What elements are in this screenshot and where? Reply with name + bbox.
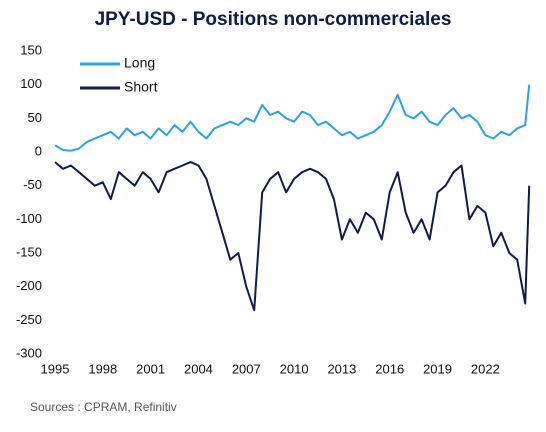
x-tick-label: 2010: [280, 361, 309, 376]
x-tick-label: 1995: [41, 361, 70, 376]
y-tick-label: -50: [23, 177, 42, 192]
y-tick-label: -100: [16, 211, 42, 226]
y-tick-label: 100: [20, 76, 42, 91]
series-line: [54, 161, 531, 312]
x-tick-label: 2013: [327, 361, 356, 376]
y-tick-label: 0: [35, 143, 42, 158]
x-tick-label: 2004: [184, 361, 213, 376]
x-tick-label: 2007: [232, 361, 261, 376]
y-tick-label: -150: [16, 244, 42, 259]
x-tick-label: 2016: [375, 361, 404, 376]
series-line: [54, 84, 531, 152]
chart-title: JPY-USD - Positions non-commerciales: [95, 9, 452, 30]
x-tick-label: 2022: [471, 361, 500, 376]
y-tick-label: 150: [20, 42, 42, 57]
y-tick-label: -300: [16, 345, 42, 360]
x-tick-label: 1998: [88, 361, 117, 376]
x-tick-label: 2001: [136, 361, 165, 376]
legend-label: Short: [124, 79, 158, 95]
y-tick-label: 50: [28, 110, 42, 125]
x-tick-label: 2019: [423, 361, 452, 376]
y-tick-label: -200: [16, 278, 42, 293]
y-tick-label: -250: [16, 312, 42, 327]
legend-label: Long: [124, 55, 155, 71]
source: Sources : CPRAM, Refinitiv: [30, 400, 177, 414]
